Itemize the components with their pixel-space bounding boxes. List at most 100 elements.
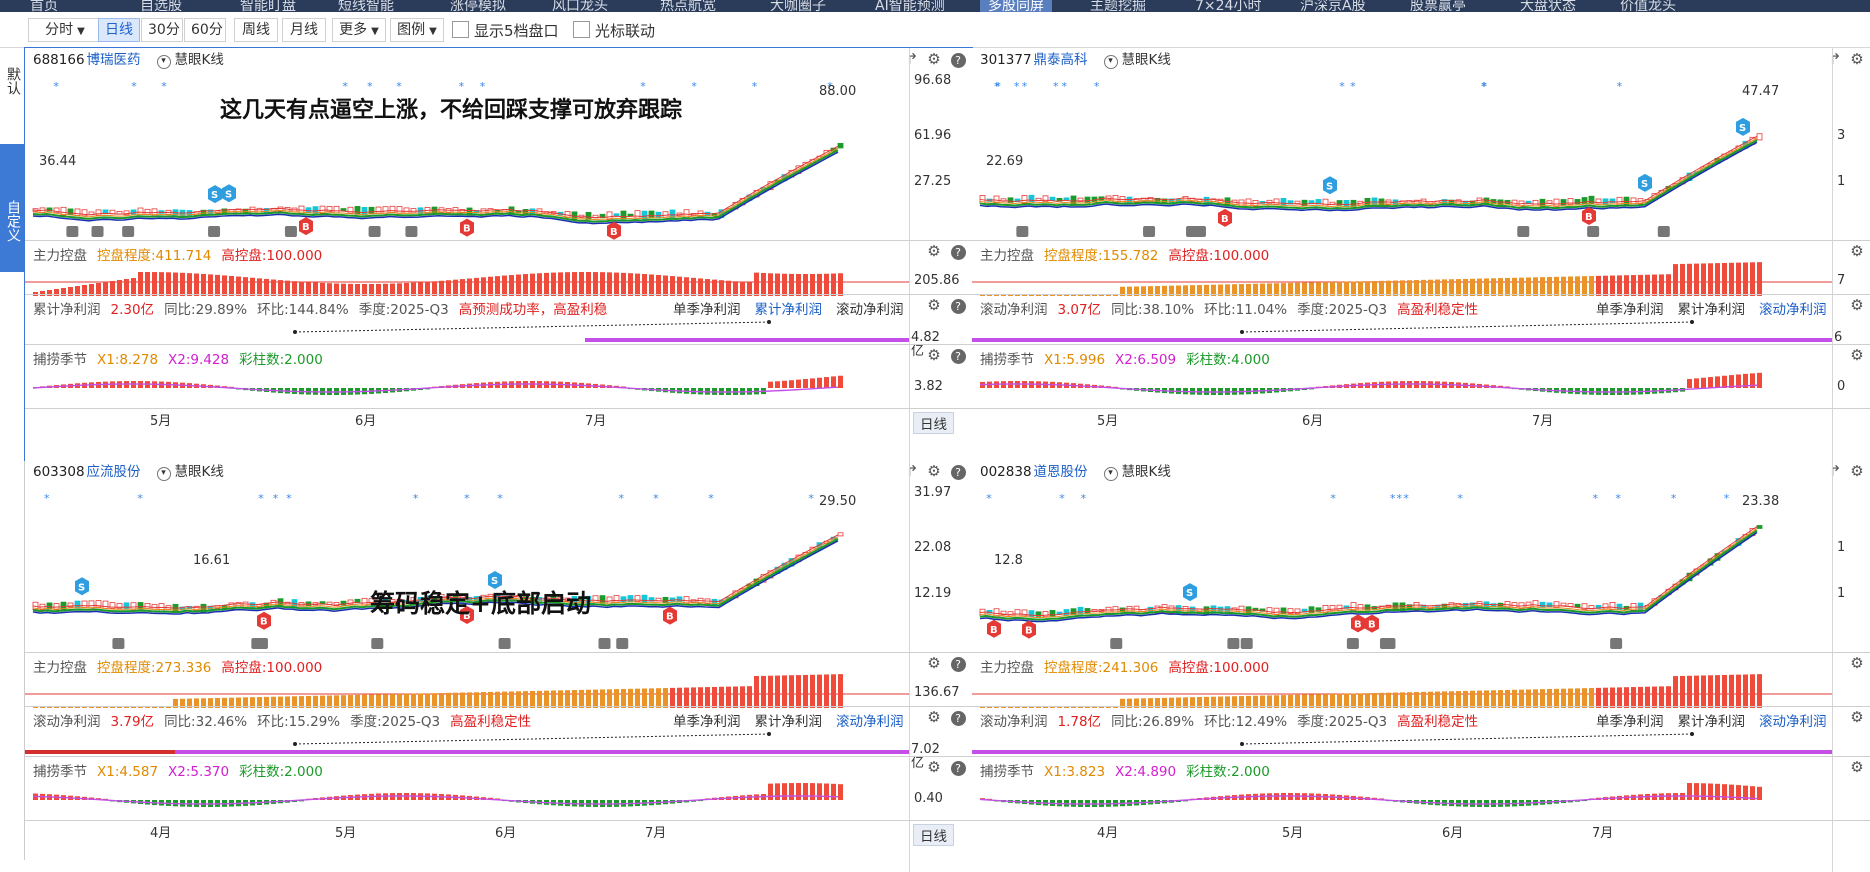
sidebar-tab-custom[interactable]: 自定义 (0, 144, 25, 272)
help-icon[interactable]: ? (949, 296, 967, 314)
control-bar (502, 275, 507, 296)
profit-tab-1[interactable]: 累计净利润 (754, 302, 823, 318)
settings-icon[interactable]: ⚙ (1850, 296, 1864, 314)
nav-item-9[interactable]: 多股同屏 (980, 0, 1052, 12)
nav-item-11[interactable]: 7×24小时 (1195, 0, 1262, 12)
nav-item-12[interactable]: 沪深京A股 (1300, 0, 1366, 12)
settings-icon[interactable]: ⚙ (927, 346, 941, 364)
stock-name-link[interactable]: 道恩股份 (1033, 464, 1088, 480)
settings-icon[interactable]: ⚙ (927, 708, 941, 726)
settings-icon[interactable]: ⚙ (1850, 346, 1864, 364)
show5-checkbox[interactable] (452, 21, 469, 38)
signal-star: * (653, 492, 659, 505)
nav-item-15[interactable]: 价值龙头 (1620, 0, 1676, 12)
period-30m-button[interactable]: 30分 (141, 18, 183, 42)
control-bar (1449, 691, 1454, 708)
nav-item-7[interactable]: 大咖圈子 (770, 0, 826, 12)
nav-item-14[interactable]: 大盘状态 (1520, 0, 1576, 12)
settings-icon[interactable]: ⚙ (927, 758, 941, 776)
chart-type-dropdown[interactable]: 慧眼K线 (1104, 52, 1171, 68)
legend-dropdown[interactable]: 图例 ▼ (390, 18, 444, 42)
profit-tab-2[interactable]: 滚动净利润 (1759, 302, 1827, 318)
nav-item-6[interactable]: 热点航宽 (660, 0, 716, 12)
profit-tab-0[interactable]: 单季净利润 (1596, 714, 1664, 730)
profit-tab-1[interactable]: 累计净利润 (1677, 302, 1746, 318)
help-icon[interactable]: ? (949, 346, 967, 364)
settings-icon[interactable]: ⚙ (927, 296, 941, 314)
chart-type-dropdown[interactable]: 慧眼K线 (157, 52, 224, 68)
kline-candle (1287, 608, 1294, 614)
stock-panel-603308[interactable]: 603308应流股份慧眼K线↱⚙?×************SBBBS筹码稳定+… (25, 460, 988, 872)
control-bar (1610, 275, 1615, 296)
stock-panel-688166[interactable]: 688166博瑞医药慧眼K线↱⚙?×************BSBSB这几天有点… (24, 47, 988, 461)
month-label: 6月 (1442, 826, 1464, 841)
kline-candle (1273, 198, 1280, 205)
settings-icon[interactable]: ⚙ (1850, 758, 1864, 776)
settings-icon[interactable]: ⚙ (927, 242, 941, 260)
chart-type-dropdown[interactable]: 慧眼K线 (157, 464, 224, 480)
help-icon[interactable]: ? (949, 654, 967, 672)
settings-icon[interactable]: ⚙ (1850, 708, 1864, 726)
stock-name-link[interactable]: 应流股份 (86, 464, 141, 480)
nav-item-13[interactable]: 股票赢亭 (1410, 0, 1466, 12)
settings-icon[interactable]: ⚙ (927, 654, 941, 672)
profit-tab-2[interactable]: 滚动净利润 (836, 714, 904, 730)
share-icon[interactable]: ↱ (1828, 462, 1842, 480)
control-bar (411, 693, 416, 708)
profit-tab-0[interactable]: 单季净利润 (673, 714, 741, 730)
profit-tab-0[interactable]: 单季净利润 (1596, 302, 1664, 318)
nav-item-10[interactable]: 主题挖掘 (1090, 0, 1146, 12)
share-icon[interactable]: ↱ (905, 462, 919, 480)
control-bar (803, 273, 808, 296)
settings-icon[interactable]: ⚙ (1850, 242, 1864, 260)
help-icon[interactable]: ? (949, 462, 967, 480)
control-bar (131, 278, 136, 296)
share-icon[interactable]: ↱ (1828, 50, 1842, 68)
profit-tab-2[interactable]: 滚动净利润 (836, 302, 904, 318)
period-month-button[interactable]: 月线 (282, 18, 326, 42)
help-icon[interactable]: ? (949, 50, 967, 68)
stock-panel-002838[interactable]: 002838道恩股份慧眼K线↱⚙?×************BBBSB1123.… (972, 460, 1870, 872)
stock-panel-301377[interactable]: 301377鼎泰高科慧眼K线↱⚙?×************SBSBS3147.… (972, 48, 1870, 460)
nav-item-8[interactable]: AI智能预测 (875, 0, 945, 12)
stock-name-link[interactable]: 鼎泰高科 (1033, 52, 1088, 68)
stock-name-link[interactable]: 博瑞医药 (86, 52, 141, 68)
help-icon[interactable]: ? (949, 758, 967, 776)
nav-item-2[interactable]: 智能盯盘 (240, 0, 296, 12)
profit-tab-0[interactable]: 单季净利润 (673, 302, 741, 318)
cursor-link-checkbox[interactable] (573, 21, 590, 38)
chart-type-dropdown[interactable]: 慧眼K线 (1104, 464, 1171, 480)
nav-item-0[interactable]: 首页 (30, 0, 58, 12)
catch-indicator-header: 捕捞季节 X1:5.996 X2:6.509 彩柱数:4.000 (980, 348, 1280, 368)
period-60m-button[interactable]: 60分 (184, 18, 226, 42)
help-icon[interactable]: ? (949, 242, 967, 260)
nav-item-3[interactable]: 短线智能 (338, 0, 394, 12)
sidebar-tab-default[interactable]: 默认 (5, 67, 21, 95)
nav-item-5[interactable]: 风口龙头 (552, 0, 608, 12)
control-bar-chart (25, 674, 909, 708)
more-dropdown[interactable]: 更多 ▼ (332, 18, 386, 42)
control-bar (1631, 687, 1636, 708)
control-bar (152, 272, 157, 296)
period-week-button[interactable]: 周线 (234, 18, 278, 42)
period-day-button[interactable]: 日线 (98, 18, 140, 42)
nav-item-1[interactable]: 自选股 (140, 0, 182, 12)
profit-tab-1[interactable]: 累计净利润 (754, 714, 823, 730)
help-icon[interactable]: ? (949, 708, 967, 726)
minute-dropdown[interactable]: 分时 ▼ (28, 18, 102, 42)
share-icon[interactable]: ↱ (905, 50, 919, 68)
event-tag-icon (112, 638, 125, 649)
control-bar (1491, 278, 1496, 296)
control-bar (250, 277, 255, 296)
settings-icon[interactable]: ⚙ (927, 462, 941, 480)
settings-icon[interactable]: ⚙ (1850, 654, 1864, 672)
profit-axis-label: 4.82 (911, 330, 940, 345)
settings-icon[interactable]: ⚙ (927, 50, 941, 68)
settings-icon[interactable]: ⚙ (1850, 50, 1864, 68)
profit-tab-1[interactable]: 累计净利润 (1677, 714, 1746, 730)
panel-header: 688166博瑞医药慧眼K线 (33, 48, 224, 70)
settings-icon[interactable]: ⚙ (1850, 462, 1864, 480)
control-bar (565, 690, 570, 708)
nav-item-4[interactable]: 涨停模拟 (450, 0, 506, 12)
profit-tab-2[interactable]: 滚动净利润 (1759, 714, 1827, 730)
